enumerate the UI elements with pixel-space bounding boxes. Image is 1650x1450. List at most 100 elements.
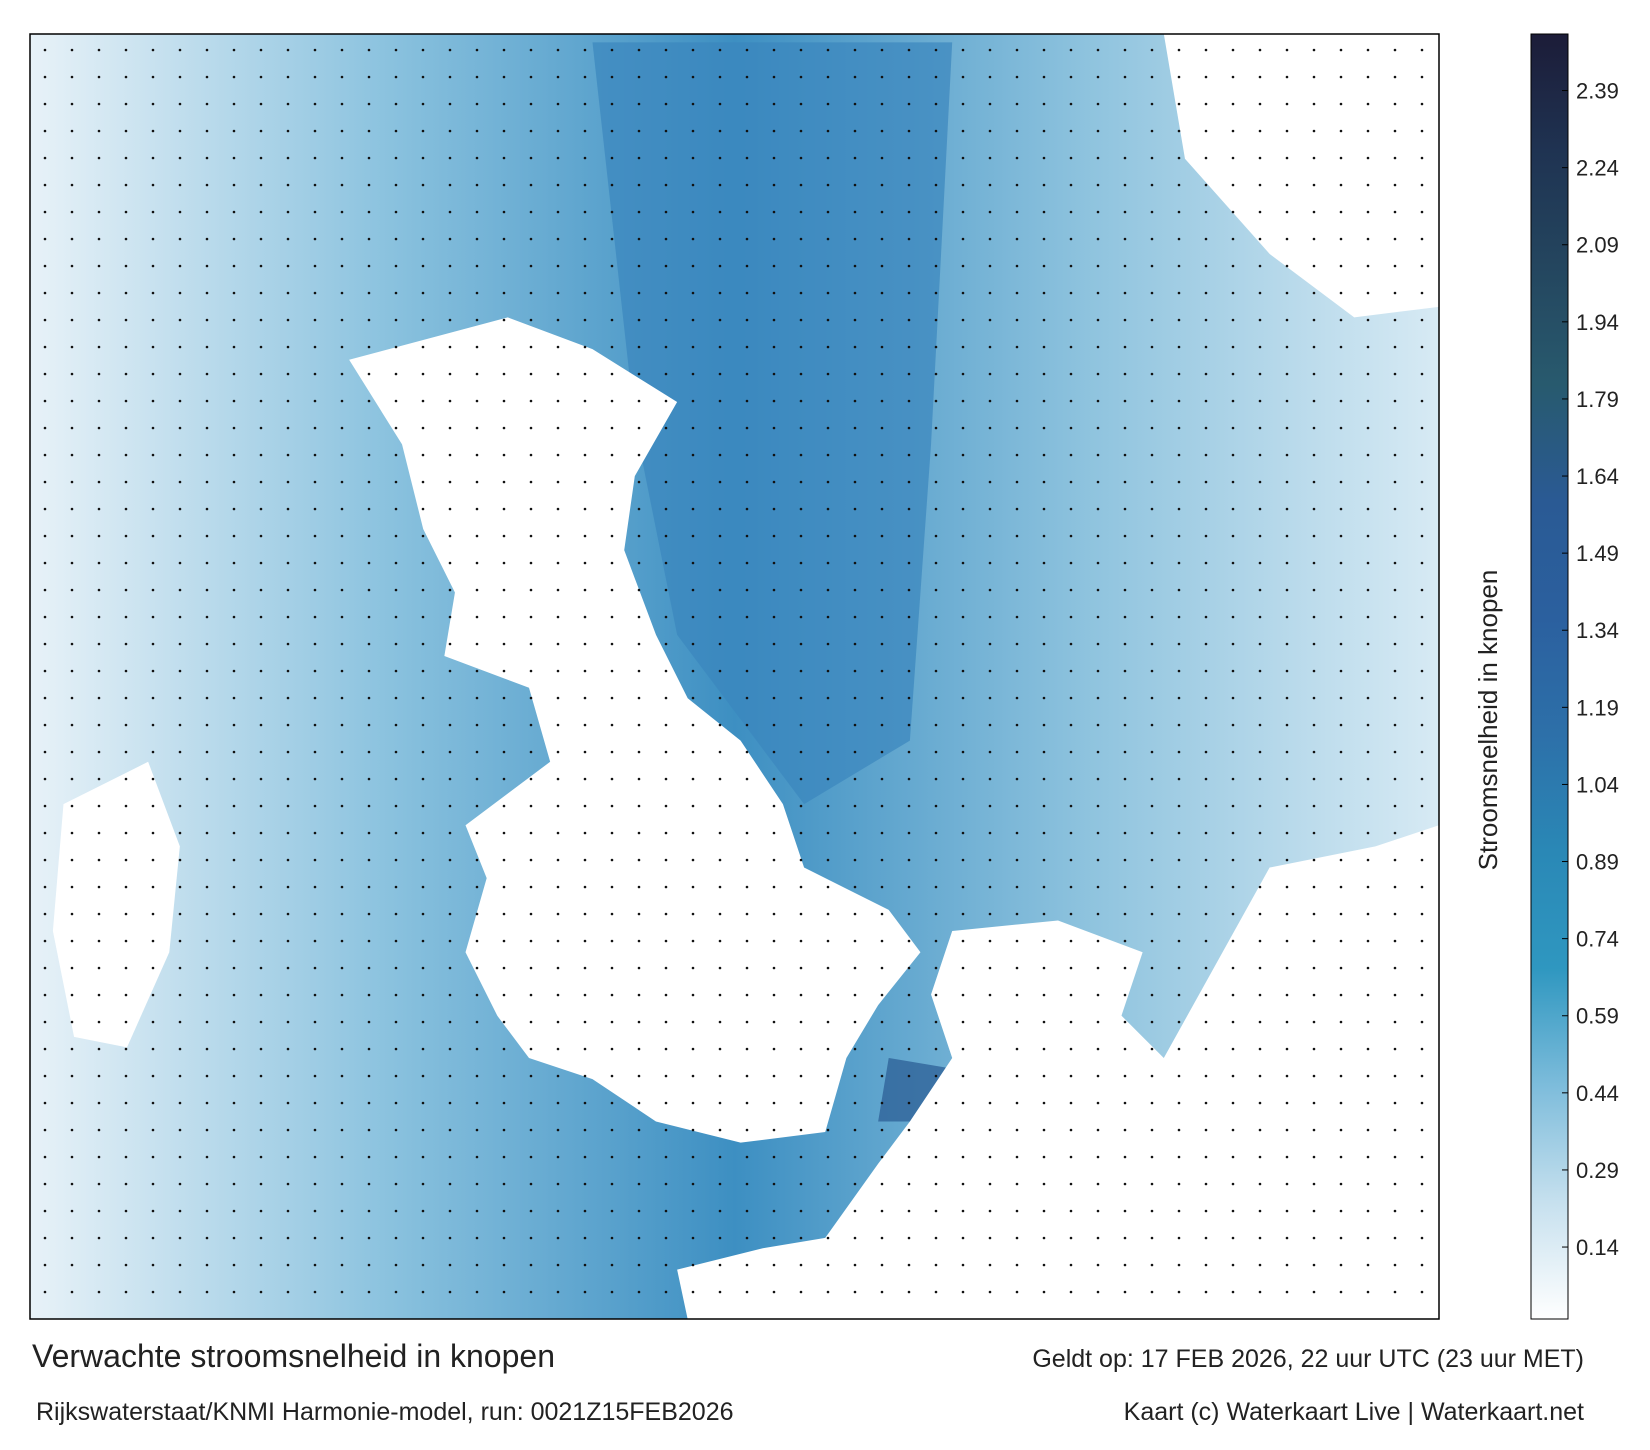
grid-dot xyxy=(772,723,776,727)
grid-dot xyxy=(1231,1101,1235,1105)
grid-dot xyxy=(1231,1236,1235,1240)
grid-dot xyxy=(1177,453,1181,457)
grid-dot xyxy=(772,291,776,295)
grid-dot xyxy=(1150,777,1154,781)
grid-dot xyxy=(1150,669,1154,673)
grid-dot xyxy=(556,318,560,322)
grid-dot xyxy=(1177,183,1181,187)
grid-dot xyxy=(1042,858,1046,862)
grid-dot xyxy=(1096,1155,1100,1159)
grid-dot xyxy=(1258,1182,1262,1186)
grid-dot xyxy=(529,1047,533,1051)
grid-dot xyxy=(799,156,803,160)
grid-dot xyxy=(1096,912,1100,916)
grid-dot xyxy=(826,453,830,457)
grid-dot xyxy=(1015,507,1019,511)
grid-dot xyxy=(286,777,290,781)
grid-dot xyxy=(772,345,776,349)
grid-dot xyxy=(313,453,317,457)
grid-dot xyxy=(43,399,47,403)
grid-dot xyxy=(151,966,155,970)
grid-dot xyxy=(826,102,830,106)
grid-dot xyxy=(286,48,290,52)
grid-dot xyxy=(1177,426,1181,430)
grid-dot xyxy=(286,1209,290,1213)
grid-dot xyxy=(556,1155,560,1159)
grid-dot xyxy=(556,75,560,79)
grid-dot xyxy=(124,183,128,187)
grid-dot xyxy=(124,615,128,619)
grid-dot xyxy=(880,399,884,403)
grid-dot xyxy=(664,237,668,241)
grid-dot xyxy=(529,183,533,187)
grid-dot xyxy=(259,1209,263,1213)
grid-dot xyxy=(610,480,614,484)
grid-dot xyxy=(70,102,74,106)
grid-dot xyxy=(205,534,209,538)
grid-dot xyxy=(934,669,938,673)
grid-dot xyxy=(232,1101,236,1105)
grid-dot xyxy=(988,885,992,889)
grid-dot xyxy=(124,1020,128,1024)
grid-dot xyxy=(1339,102,1343,106)
grid-dot xyxy=(178,1074,182,1078)
grid-dot xyxy=(367,1182,371,1186)
grid-dot xyxy=(1420,1047,1424,1051)
grid-dot xyxy=(691,615,695,619)
grid-dot xyxy=(313,696,317,700)
grid-dot xyxy=(1339,1074,1343,1078)
grid-dot xyxy=(988,1101,992,1105)
grid-dot xyxy=(610,75,614,79)
grid-dot xyxy=(529,1236,533,1240)
grid-dot xyxy=(448,1209,452,1213)
grid-dot xyxy=(1312,615,1316,619)
grid-dot xyxy=(799,1263,803,1267)
grid-dot xyxy=(637,966,641,970)
grid-dot xyxy=(1096,237,1100,241)
grid-dot xyxy=(1177,885,1181,889)
grid-dot xyxy=(1285,1209,1289,1213)
grid-dot xyxy=(1231,1020,1235,1024)
grid-dot xyxy=(1366,993,1370,997)
grid-dot xyxy=(637,642,641,646)
grid-dot xyxy=(934,507,938,511)
grid-dot xyxy=(421,804,425,808)
grid-dot xyxy=(1258,156,1262,160)
grid-dot xyxy=(610,426,614,430)
grid-dot xyxy=(934,696,938,700)
grid-dot xyxy=(1312,777,1316,781)
grid-dot xyxy=(259,129,263,133)
grid-dot xyxy=(610,102,614,106)
grid-dot xyxy=(637,480,641,484)
grid-dot xyxy=(1204,1155,1208,1159)
grid-dot xyxy=(583,426,587,430)
grid-dot xyxy=(1258,804,1262,808)
grid-dot xyxy=(1420,507,1424,511)
grid-dot xyxy=(691,1128,695,1132)
grid-dot xyxy=(718,534,722,538)
grid-dot xyxy=(124,480,128,484)
grid-dot xyxy=(421,993,425,997)
grid-dot xyxy=(1150,831,1154,835)
grid-dot xyxy=(124,345,128,349)
grid-dot xyxy=(1285,912,1289,916)
grid-dot xyxy=(691,993,695,997)
grid-dot xyxy=(934,885,938,889)
grid-dot xyxy=(718,156,722,160)
grid-dot xyxy=(1420,1263,1424,1267)
grid-dot xyxy=(178,237,182,241)
grid-dot xyxy=(367,534,371,538)
grid-dot xyxy=(475,588,479,592)
grid-dot xyxy=(610,615,614,619)
grid-dot xyxy=(745,372,749,376)
grid-dot xyxy=(529,588,533,592)
grid-dot xyxy=(853,1155,857,1159)
grid-dot xyxy=(97,426,101,430)
grid-dot xyxy=(1231,750,1235,754)
grid-dot xyxy=(799,183,803,187)
grid-dot xyxy=(907,750,911,754)
grid-dot xyxy=(1231,480,1235,484)
grid-dot xyxy=(1150,1047,1154,1051)
grid-dot xyxy=(502,615,506,619)
grid-dot xyxy=(583,1101,587,1105)
